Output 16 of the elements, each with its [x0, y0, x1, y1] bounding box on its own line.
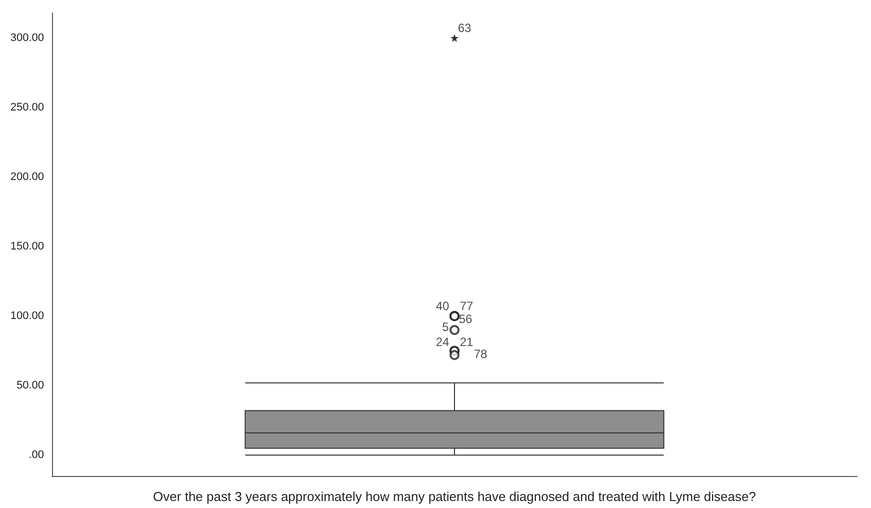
annotation: 21	[460, 334, 474, 349]
annotation: 77	[460, 299, 474, 314]
y-tick-label: 300.00	[10, 32, 44, 44]
y-tick-label: 250.00	[10, 102, 44, 114]
y-tick-label: 100.00	[10, 310, 44, 322]
y-tick-label: 150.00	[10, 240, 44, 253]
annotation: 40	[436, 299, 450, 314]
y-tick-label: .00	[28, 449, 44, 462]
y-tick-label: 200.00	[10, 171, 44, 184]
x-axis-title: Over the past 3 years approximately how many patients have diagnosed and treated with Lyme disease?	[153, 489, 756, 504]
annotation: 63	[458, 21, 472, 36]
y-tick-label: 50.00	[16, 380, 44, 392]
annotation: 56	[458, 312, 472, 326]
annotation: 24	[436, 334, 450, 349]
annotation: 5	[442, 320, 450, 334]
annotation: 78	[474, 347, 488, 362]
